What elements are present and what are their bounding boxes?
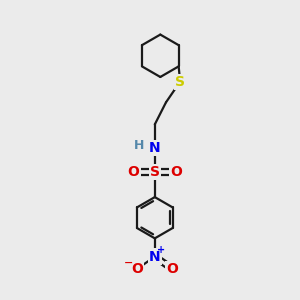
Text: N: N: [149, 141, 160, 155]
Text: N: N: [149, 250, 160, 264]
Text: −: −: [124, 258, 134, 268]
Text: O: O: [167, 262, 178, 276]
Text: O: O: [170, 165, 182, 179]
Text: H: H: [134, 139, 145, 152]
Text: S: S: [175, 75, 185, 89]
Text: +: +: [157, 245, 165, 255]
Text: O: O: [128, 165, 140, 179]
Text: O: O: [131, 262, 143, 276]
Text: S: S: [150, 165, 160, 179]
